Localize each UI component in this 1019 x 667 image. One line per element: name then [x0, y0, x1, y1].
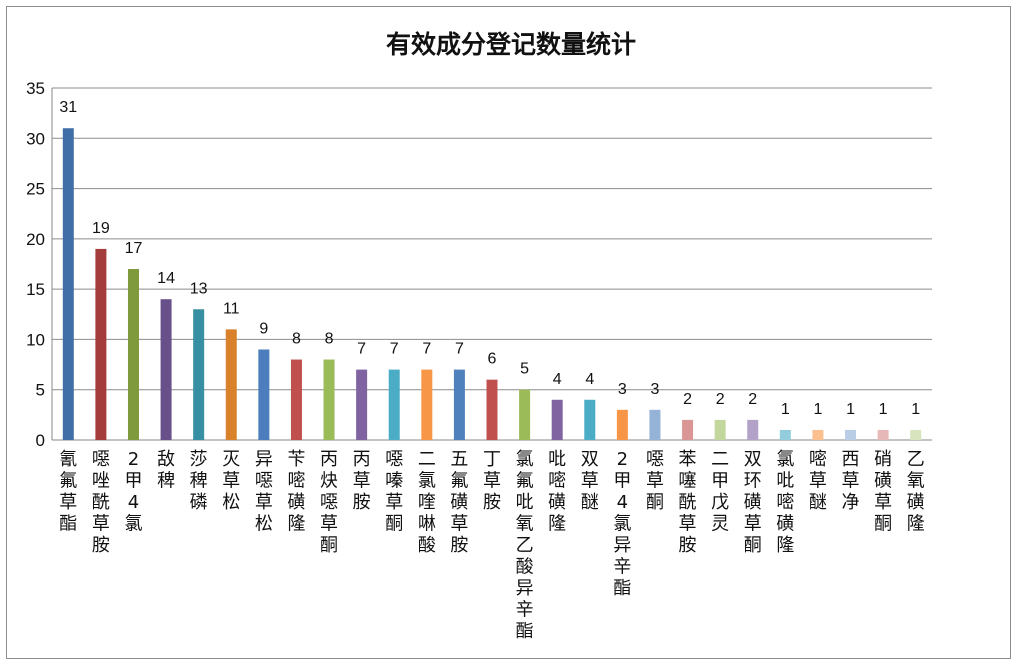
- bar: [62, 128, 74, 440]
- bar: [421, 369, 433, 440]
- bar: [649, 409, 661, 440]
- bar: [779, 429, 791, 440]
- bar: [356, 369, 368, 440]
- data-label: 3: [618, 381, 627, 398]
- y-tick-label: 10: [26, 330, 45, 349]
- x-tick-label: 双环磺草酮: [744, 449, 762, 556]
- bar: [519, 389, 531, 440]
- bar: [910, 429, 922, 440]
- bar: [95, 248, 107, 440]
- data-label: 4: [553, 371, 562, 388]
- y-tick-label: 30: [26, 129, 45, 148]
- y-tick-label: 0: [36, 431, 45, 450]
- x-tick-label: 噁草酮: [646, 449, 664, 513]
- x-tick-label: 双草醚: [581, 449, 599, 513]
- data-label: 8: [292, 331, 301, 348]
- data-label: 3: [651, 381, 660, 398]
- data-label: 13: [190, 280, 208, 297]
- x-tick-label: 氯吡嘧磺隆: [776, 449, 794, 556]
- bar: [193, 309, 205, 440]
- data-label: 2: [683, 391, 692, 408]
- data-label: 19: [92, 220, 110, 237]
- x-tick-label: 五氟磺草胺: [450, 449, 468, 556]
- x-tick-label: 丙炔噁草酮: [320, 449, 338, 556]
- data-label: 1: [879, 401, 888, 418]
- data-label: 8: [325, 331, 334, 348]
- y-tick-label: 20: [26, 230, 45, 249]
- data-label: 1: [813, 401, 822, 418]
- bar: [225, 329, 237, 440]
- x-tick-label: 硝磺草酮: [874, 449, 892, 535]
- x-tick-label: 氯氟吡氧乙酸异辛酯: [516, 449, 534, 642]
- data-label: 11: [223, 300, 240, 317]
- data-label: 1: [846, 401, 855, 418]
- chart-title: 有效成分登记数量统计: [386, 30, 636, 59]
- data-label: 1: [781, 401, 790, 418]
- x-tick-label: 西草净: [842, 449, 860, 513]
- y-tick-label: 25: [26, 180, 45, 199]
- y-tick-label: 35: [26, 79, 45, 98]
- y-axis: 0 5 10 15 20 25 30 35: [26, 79, 53, 450]
- bar: [584, 399, 596, 440]
- data-label: 7: [422, 341, 431, 358]
- data-label: 2: [716, 391, 725, 408]
- bar: [388, 369, 400, 440]
- bar: [486, 379, 498, 440]
- x-tick-label: 噁唑酰草胺: [92, 449, 110, 556]
- x-tick-label: 莎稗磷: [190, 449, 208, 513]
- bar: [258, 349, 270, 440]
- x-tick-label: 乙氧磺隆: [907, 449, 925, 535]
- x-tick-label: 敌稗: [157, 449, 175, 492]
- x-tick-label: 二氯喹啉酸: [418, 449, 436, 556]
- data-label: 5: [520, 361, 529, 378]
- data-label: 9: [259, 320, 268, 337]
- data-label: 17: [125, 240, 143, 257]
- data-label: 1: [911, 401, 920, 418]
- x-tick-label: 灭草松: [222, 449, 240, 513]
- x-tick-label: 丙草胺: [353, 449, 371, 513]
- x-tick-label: 噁嗪草酮: [385, 449, 403, 535]
- data-label: 14: [157, 270, 175, 287]
- y-tick-label: 5: [36, 381, 45, 400]
- x-tick-label: 二甲戊灵: [711, 449, 729, 535]
- x-tick-label: 氰氟草酯: [59, 449, 77, 535]
- x-tick-label: 2 甲 4 氯异辛酯: [613, 449, 631, 599]
- x-tick-label: 苄嘧磺隆: [287, 449, 305, 535]
- bar: [845, 429, 857, 440]
- bar: [551, 399, 563, 440]
- x-tick-label: 吡嘧磺隆: [548, 449, 566, 535]
- x-tick-label: 异噁草松: [255, 449, 273, 535]
- x-tick-label: 苯噻酰草胺: [679, 449, 697, 556]
- data-label: 7: [357, 341, 366, 358]
- bar: [812, 429, 824, 440]
- data-label: 31: [59, 99, 77, 116]
- y-tick-label: 15: [26, 280, 45, 299]
- bar: [160, 299, 172, 440]
- data-label: 7: [390, 341, 399, 358]
- x-tick-label: 嘧草醚: [809, 449, 827, 513]
- bar: [747, 419, 759, 440]
- bar: [323, 359, 335, 440]
- data-label: 2: [748, 391, 757, 408]
- bar: [877, 429, 889, 440]
- chart-area: 有效成分登记数量统计 0 5 10 15 20 25 30 35 31 19 17 14 13 11 9 8…: [6, 6, 1011, 659]
- bars: [62, 128, 922, 440]
- bar: [682, 419, 694, 440]
- x-tick-label: 丁草胺: [483, 449, 501, 513]
- bar: [453, 369, 465, 440]
- bar: [290, 359, 302, 440]
- data-label: 4: [585, 371, 594, 388]
- bar: [616, 409, 628, 440]
- data-label: 7: [455, 341, 464, 358]
- data-label: 6: [488, 351, 497, 368]
- bar: [714, 419, 726, 440]
- bar: [127, 269, 139, 440]
